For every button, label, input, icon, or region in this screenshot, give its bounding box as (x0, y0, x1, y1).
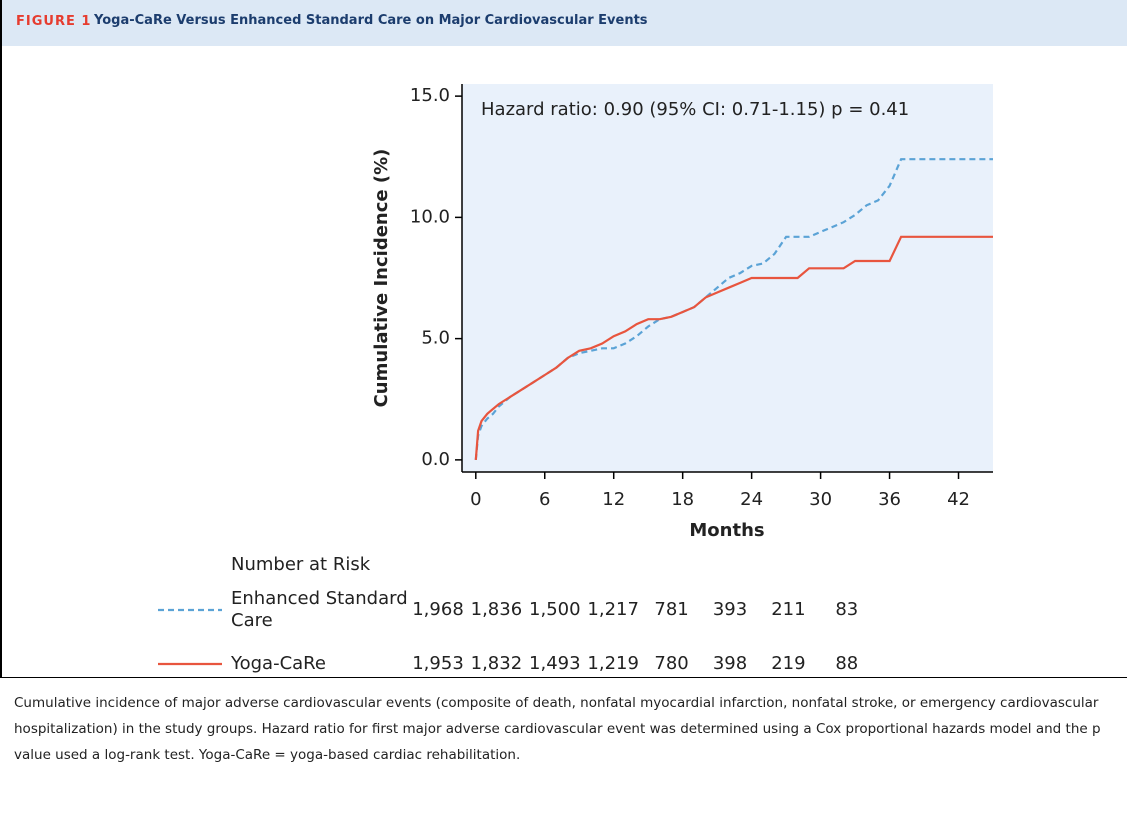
risk-count: 83 (835, 599, 858, 620)
figure-label: FIGURE 1 (16, 14, 92, 29)
figure-header: FIGURE 1 Yoga-CaRe Versus Enhanced Stand… (0, 0, 1127, 46)
risk-count: 88 (835, 653, 858, 674)
series-line (474, 235, 993, 460)
y-tick-label: 0.0 (421, 449, 450, 470)
risk-count: 1,953 (412, 653, 464, 674)
risk-count: 211 (771, 599, 805, 620)
x-tick-label: 6 (539, 489, 550, 510)
y-tick-label: 5.0 (421, 328, 450, 349)
figure-frame (0, 46, 1127, 678)
risk-count: 1,968 (412, 599, 464, 620)
x-tick-label: 0 (470, 489, 481, 510)
risk-count: 219 (771, 653, 805, 674)
risk-count: 781 (654, 599, 688, 620)
figure-title: Yoga-CaRe Versus Enhanced Standard Care … (94, 13, 648, 28)
y-axis-label: Cumulative Incidence (%) (371, 149, 392, 408)
caption: Cumulative incidence of major adverse ca… (14, 695, 1101, 763)
risk-count: 393 (713, 599, 747, 620)
x-tick-label: 12 (602, 489, 625, 510)
risk-count: 780 (654, 653, 688, 674)
risk-count: 1,500 (529, 599, 581, 620)
risk-row-name: Yoga-CaRe (231, 653, 326, 674)
y-tick-label: 10.0 (410, 206, 450, 227)
x-tick-label: 42 (947, 489, 970, 510)
x-axis-label: Months (689, 520, 764, 541)
x-tick-label: 24 (740, 489, 763, 510)
x-tick-label: 30 (809, 489, 832, 510)
risk-count: 1,836 (471, 599, 523, 620)
risk-count: 1,219 (587, 653, 639, 674)
x-tick-label: 36 (878, 489, 901, 510)
risk-count: 1,217 (587, 599, 639, 620)
risk-table-title: Number at Risk (231, 554, 371, 575)
risk-count: 1,832 (471, 653, 523, 674)
risk-count: 1,493 (529, 653, 581, 674)
annotation: Hazard ratio: 0.90 (95% CI: 0.71-1.15) p… (481, 99, 909, 120)
x-tick-label: 18 (671, 489, 694, 510)
plot-background (462, 84, 993, 472)
risk-row-name: Enhanced Standard Care (231, 588, 408, 631)
risk-count: 398 (713, 653, 747, 674)
y-tick-label: 15.0 (410, 85, 450, 106)
